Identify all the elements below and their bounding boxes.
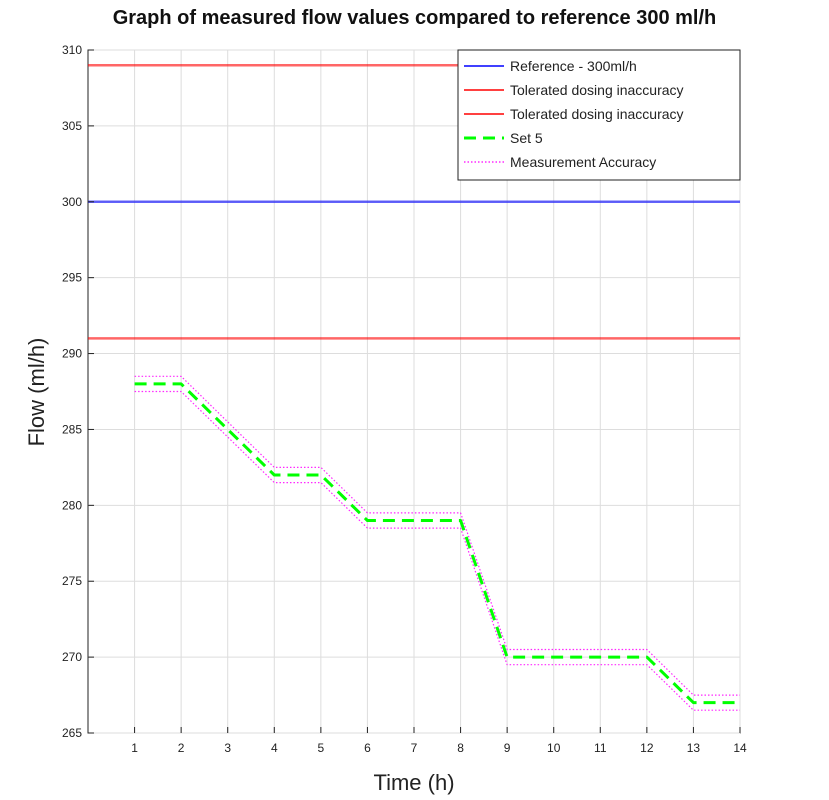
- x-tick-label: 9: [504, 741, 511, 755]
- y-tick-label: 295: [62, 271, 82, 285]
- tick-group: 1 2 3 4 5 6 7 8 9 10 11 12 13 14265270275280285290295…: [62, 43, 747, 755]
- series-group: [88, 63, 740, 711]
- x-tick-label: 5: [318, 741, 325, 755]
- x-tick-label: 1: [131, 741, 138, 755]
- set5-line: [134, 382, 740, 705]
- y-tick-label: 265: [62, 726, 82, 740]
- x-tick-label: 8: [457, 741, 464, 755]
- legend-label: Tolerated dosing inaccuracy: [510, 106, 684, 122]
- chart-title: Graph of measured flow values compared t…: [112, 7, 717, 29]
- y-tick-label: 280: [62, 498, 82, 512]
- x-tick-label: 7: [411, 741, 418, 755]
- y-tick-label: 290: [62, 347, 82, 361]
- x-tick-label: 10: [547, 741, 561, 755]
- x-tick-label: 4: [271, 741, 278, 755]
- x-tick-label: 6: [364, 741, 371, 755]
- x-tick-label: 14: [733, 741, 747, 755]
- y-tick-label: 305: [62, 119, 82, 133]
- x-tick-label: 13: [687, 741, 701, 755]
- accuracy-upper-line: [134, 375, 740, 696]
- accuracy-lower-line: [134, 390, 740, 711]
- x-tick-label: 11: [594, 741, 607, 755]
- x-tick-label: 12: [640, 741, 654, 755]
- y-tick-label: 285: [62, 422, 82, 436]
- legend-label: Measurement Accuracy: [510, 154, 656, 170]
- x-axis-label: Time (h): [373, 770, 454, 795]
- y-tick-label: 270: [62, 650, 82, 664]
- y-axis-label: Flow (ml/h): [24, 338, 49, 447]
- y-tick-label: 275: [62, 574, 82, 588]
- y-tick-label: 300: [62, 195, 82, 209]
- legend: Reference - 300ml/h Tolerated dosing inac…: [457, 49, 741, 181]
- x-tick-label: 3: [224, 741, 231, 755]
- legend-label: Set 5: [510, 130, 543, 146]
- x-tick-label: 2: [178, 741, 185, 755]
- y-tick-label: 310: [62, 43, 82, 57]
- legend-box: [457, 49, 741, 181]
- legend-label: Tolerated dosing inaccuracy: [510, 82, 684, 98]
- legend-label: Reference - 300ml/h: [510, 58, 637, 74]
